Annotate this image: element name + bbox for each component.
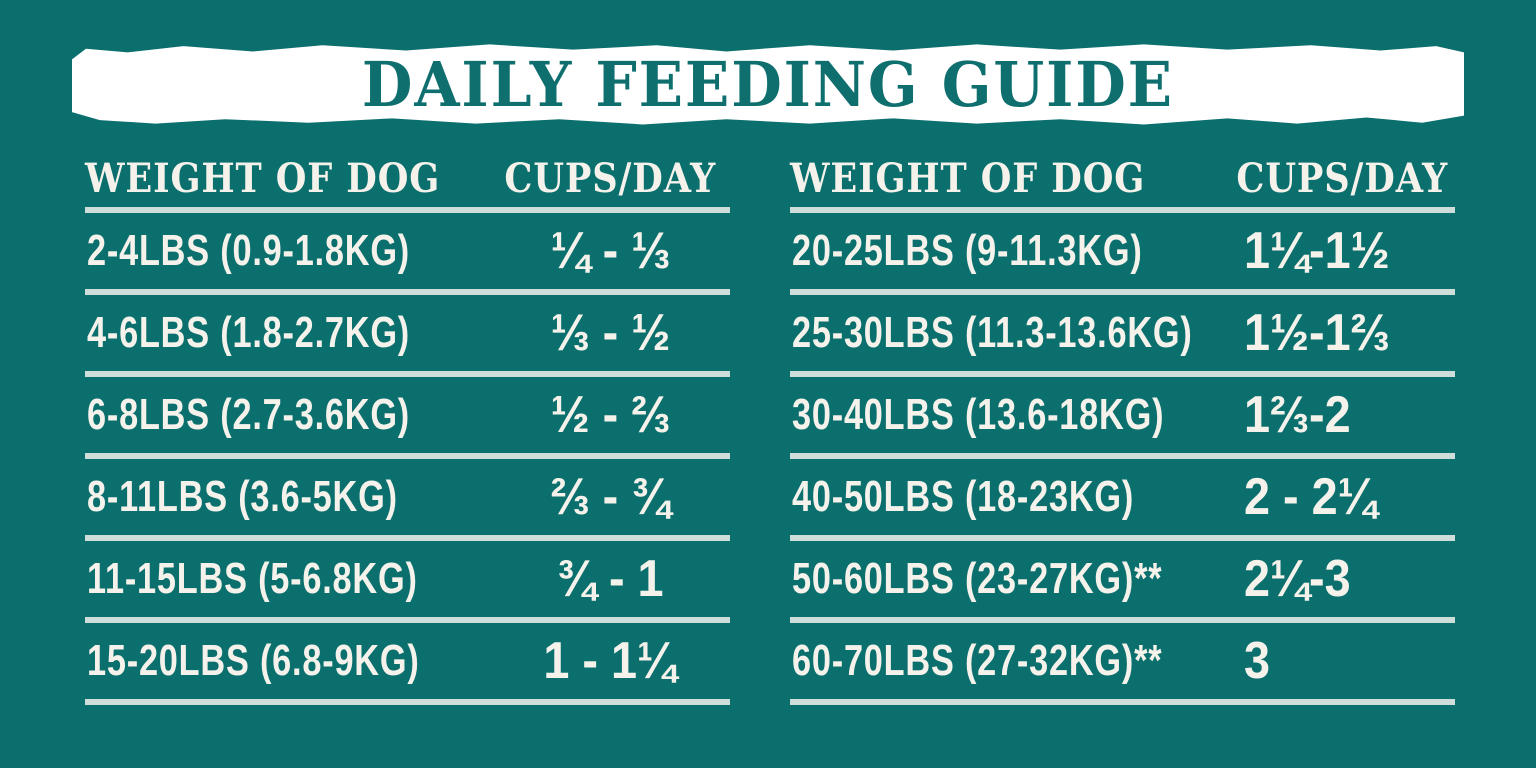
column-header-weight: WEIGHT OF DOG — [790, 155, 1146, 202]
weight-cell: 20-25LBS (9-11.3KG) — [792, 226, 1143, 275]
weight-cell: 25-30LBS (11.3-13.6KG) — [792, 308, 1193, 357]
feeding-table-right: WEIGHT OF DOG CUPS/DAY 20-25LBS (9-11.3K… — [790, 150, 1455, 705]
weight-cell: 6-8LBS (2.7-3.6KG) — [87, 390, 411, 439]
weight-cell: 2-4LBS (0.9-1.8KG) — [87, 226, 411, 275]
weight-cell: 4-6LBS (1.8-2.7KG) — [87, 308, 411, 357]
weight-cell: 15-20LBS (6.8-9KG) — [87, 636, 420, 685]
cups-cell: 1½-1⅔ — [1244, 304, 1390, 362]
weight-cell: 40-50LBS (18-23KG) — [792, 472, 1135, 521]
cups-cell: 2 - 2¼ — [1244, 468, 1377, 526]
cups-cell: ½ - ⅔ — [550, 386, 670, 444]
table-row: 2-4LBS (0.9-1.8KG) ¼ - ⅓ — [85, 207, 730, 289]
cups-cell: 1⅔-2 — [1244, 386, 1351, 444]
table-row: 40-50LBS (18-23KG) 2 - 2¼ — [790, 453, 1455, 535]
cups-cell: ¼ - ⅓ — [550, 222, 670, 280]
table-row: 8-11LBS (3.6-5KG) ⅔ - ¾ — [85, 453, 730, 535]
table-row: 60-70LBS (27-32KG)** 3 — [790, 617, 1455, 699]
table-row: 15-20LBS (6.8-9KG) 1 - 1¼ — [85, 617, 730, 699]
table-row: 11-15LBS (5-6.8KG) ¾ - 1 — [85, 535, 730, 617]
weight-cell: 30-40LBS (13.6-18KG) — [792, 390, 1165, 439]
table-row: 6-8LBS (2.7-3.6KG) ½ - ⅔ — [85, 371, 730, 453]
table-row: 30-40LBS (13.6-18KG) 1⅔-2 — [790, 371, 1455, 453]
page-title: DAILY FEEDING GUIDE — [361, 47, 1175, 121]
cups-cell: 1 - 1¼ — [543, 632, 677, 690]
weight-cell: 50-60LBS (23-27KG)** — [792, 554, 1163, 603]
table-row: 50-60LBS (23-27KG)** 2¼-3 — [790, 535, 1455, 617]
cups-cell: 2¼-3 — [1244, 550, 1351, 608]
table-header-row: WEIGHT OF DOG CUPS/DAY — [85, 150, 730, 207]
column-header-weight: WEIGHT OF DOG — [85, 155, 441, 202]
table-header-row: WEIGHT OF DOG CUPS/DAY — [790, 150, 1455, 207]
cups-cell: 1¼-1½ — [1244, 222, 1390, 280]
title-banner: DAILY FEEDING GUIDE — [72, 44, 1464, 125]
feeding-table-left: WEIGHT OF DOG CUPS/DAY 2-4LBS (0.9-1.8KG… — [85, 150, 730, 705]
table-row: 20-25LBS (9-11.3KG) 1¼-1½ — [790, 207, 1455, 289]
cups-cell: ⅔ - ¾ — [550, 468, 670, 526]
cups-cell: ⅓ - ½ — [550, 304, 670, 362]
cups-cell: 3 — [1244, 632, 1271, 690]
column-header-cups: CUPS/DAY — [1236, 155, 1449, 202]
table-row: 25-30LBS (11.3-13.6KG) 1½-1⅔ — [790, 289, 1455, 371]
table-row: 4-6LBS (1.8-2.7KG) ⅓ - ½ — [85, 289, 730, 371]
weight-cell: 11-15LBS (5-6.8KG) — [87, 554, 418, 603]
weight-cell: 60-70LBS (27-32KG)** — [792, 636, 1163, 685]
column-header-cups: CUPS/DAY — [504, 155, 716, 202]
cups-cell: ¾ - 1 — [556, 550, 664, 608]
weight-cell: 8-11LBS (3.6-5KG) — [87, 472, 398, 521]
